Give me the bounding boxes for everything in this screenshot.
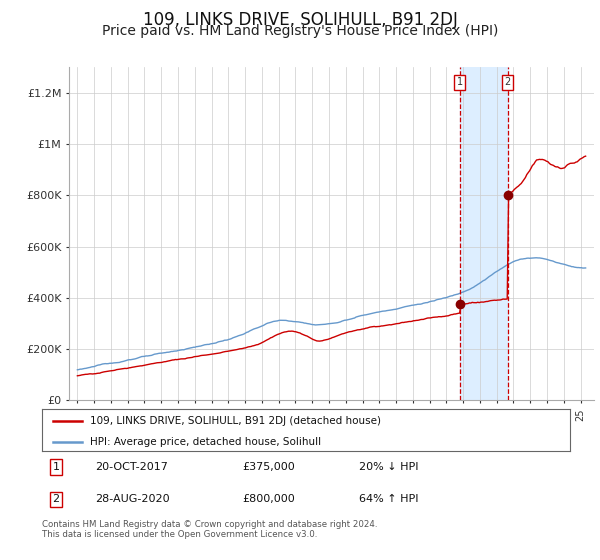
Text: £375,000: £375,000 <box>242 462 295 472</box>
Text: 2: 2 <box>53 494 59 505</box>
Text: 28-AUG-2020: 28-AUG-2020 <box>95 494 169 505</box>
Bar <box>460 67 508 400</box>
Text: 109, LINKS DRIVE, SOLIHULL, B91 2DJ: 109, LINKS DRIVE, SOLIHULL, B91 2DJ <box>143 11 457 29</box>
Text: 20% ↓ HPI: 20% ↓ HPI <box>359 462 418 472</box>
Text: 109, LINKS DRIVE, SOLIHULL, B91 2DJ (detached house): 109, LINKS DRIVE, SOLIHULL, B91 2DJ (det… <box>89 416 380 426</box>
Text: Price paid vs. HM Land Registry's House Price Index (HPI): Price paid vs. HM Land Registry's House … <box>102 24 498 38</box>
Text: 64% ↑ HPI: 64% ↑ HPI <box>359 494 418 505</box>
Text: 2: 2 <box>505 77 511 87</box>
Text: 20-OCT-2017: 20-OCT-2017 <box>95 462 167 472</box>
Text: Contains HM Land Registry data © Crown copyright and database right 2024.
This d: Contains HM Land Registry data © Crown c… <box>42 520 377 539</box>
Text: 1: 1 <box>457 77 463 87</box>
Text: £800,000: £800,000 <box>242 494 295 505</box>
Text: HPI: Average price, detached house, Solihull: HPI: Average price, detached house, Soli… <box>89 437 320 446</box>
Text: 1: 1 <box>53 462 59 472</box>
